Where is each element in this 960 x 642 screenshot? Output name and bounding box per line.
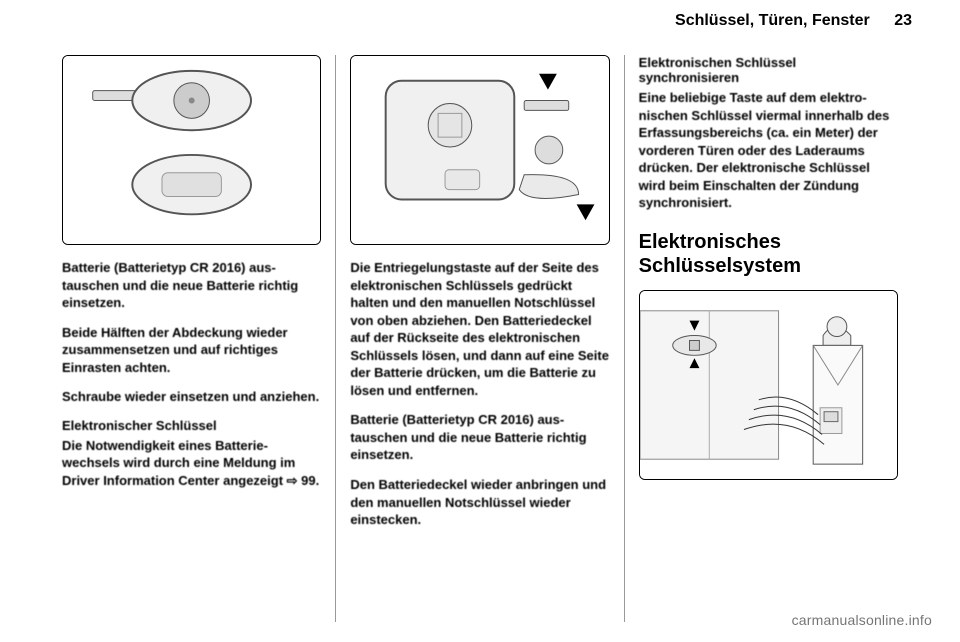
column-3: Elektronischen Schlüssel synchronisieren… <box>624 55 912 622</box>
chapter-title: Schlüssel, Türen, Fenster <box>675 12 870 29</box>
col1-p2: Beide Hälften der Abdeckung wieder zusam… <box>62 324 321 377</box>
keyfob-open-illustration <box>62 55 321 245</box>
electronic-key-illustration <box>350 55 609 245</box>
key-system-illustration <box>639 290 898 480</box>
page-content: Batterie (Batterietyp CR 2016) aus­tausc… <box>48 55 912 622</box>
page-number: 23 <box>894 12 912 29</box>
col3-p1: Eine beliebige Taste auf dem elektro­nis… <box>639 89 898 212</box>
section-title: Elektronisches Schlüsselsystem <box>639 230 898 278</box>
col2-p3: Den Batteriedeckel wieder anbringen und … <box>350 476 609 529</box>
col3-subhead: Elektronischen Schlüssel synchronisieren <box>639 55 898 85</box>
col1-p3: Schraube wieder einsetzen und an­ziehen. <box>62 388 321 406</box>
col2-p2: Batterie (Batterietyp CR 2016) aus­tausc… <box>350 411 609 464</box>
col1-subhead: Elektronischer Schlüssel <box>62 418 321 433</box>
col1-p1: Batterie (Batterietyp CR 2016) aus­tausc… <box>62 259 321 312</box>
column-1: Batterie (Batterietyp CR 2016) aus­tausc… <box>48 55 335 622</box>
column-2: Die Entriegelungstaste auf der Seite des… <box>335 55 623 622</box>
col1-p4: Die Notwendigkeit eines Batterie­wechsel… <box>62 437 321 490</box>
col2-p1: Die Entriegelungstaste auf der Seite des… <box>350 259 609 399</box>
watermark: carmanualsonline.info <box>792 612 932 628</box>
